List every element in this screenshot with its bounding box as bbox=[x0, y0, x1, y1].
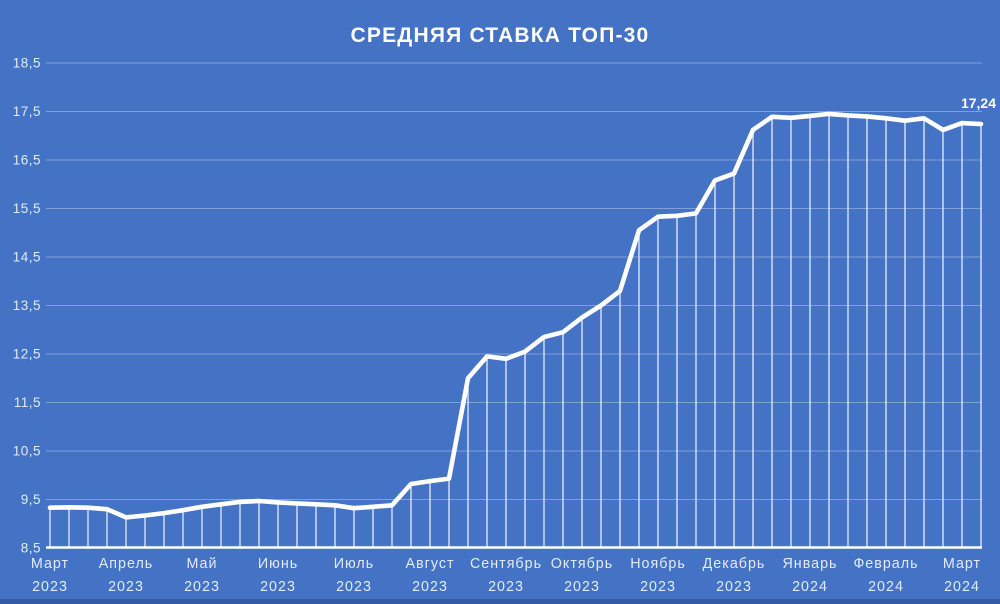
y-tick-label: 16,5 bbox=[13, 153, 41, 168]
y-tick-label: 13,5 bbox=[13, 298, 41, 313]
window-bottom-edge bbox=[0, 599, 1000, 604]
x-axis-label: Март 2024 bbox=[943, 556, 981, 595]
x-axis-label: Июнь 2023 bbox=[258, 556, 298, 595]
x-axis-label: Апрель 2023 bbox=[99, 556, 154, 595]
x-axis-label: Февраль 2024 bbox=[853, 556, 918, 595]
y-tick-label: 9,5 bbox=[21, 492, 41, 507]
y-tick-label: 14,5 bbox=[13, 250, 41, 265]
x-axis-label: Август 2023 bbox=[405, 556, 454, 595]
x-axis-label: Январь 2024 bbox=[782, 556, 837, 595]
x-axis-label: Ноябрь 2023 bbox=[630, 556, 686, 595]
y-tick-label: 11,5 bbox=[14, 395, 41, 410]
x-axis-label: Октябрь 2023 bbox=[551, 556, 613, 595]
y-tick-label: 15,5 bbox=[13, 201, 41, 216]
x-axis-label: Май 2023 bbox=[184, 556, 220, 595]
y-tick-label: 8,5 bbox=[21, 541, 41, 556]
x-axis-label: Сентябрь 2023 bbox=[470, 556, 542, 595]
end-value-label: 17,24 bbox=[961, 95, 996, 111]
y-tick-label: 12,5 bbox=[13, 347, 41, 362]
y-tick-label: 18,5 bbox=[13, 56, 41, 71]
y-tick-label: 10,5 bbox=[13, 444, 41, 459]
x-axis-label: Декабрь 2023 bbox=[703, 556, 766, 595]
x-axis-label: Март 2023 bbox=[31, 556, 69, 595]
y-tick-label: 17,5 bbox=[13, 104, 41, 119]
x-axis-label: Июль 2023 bbox=[334, 556, 374, 595]
series-line bbox=[47, 111, 984, 520]
